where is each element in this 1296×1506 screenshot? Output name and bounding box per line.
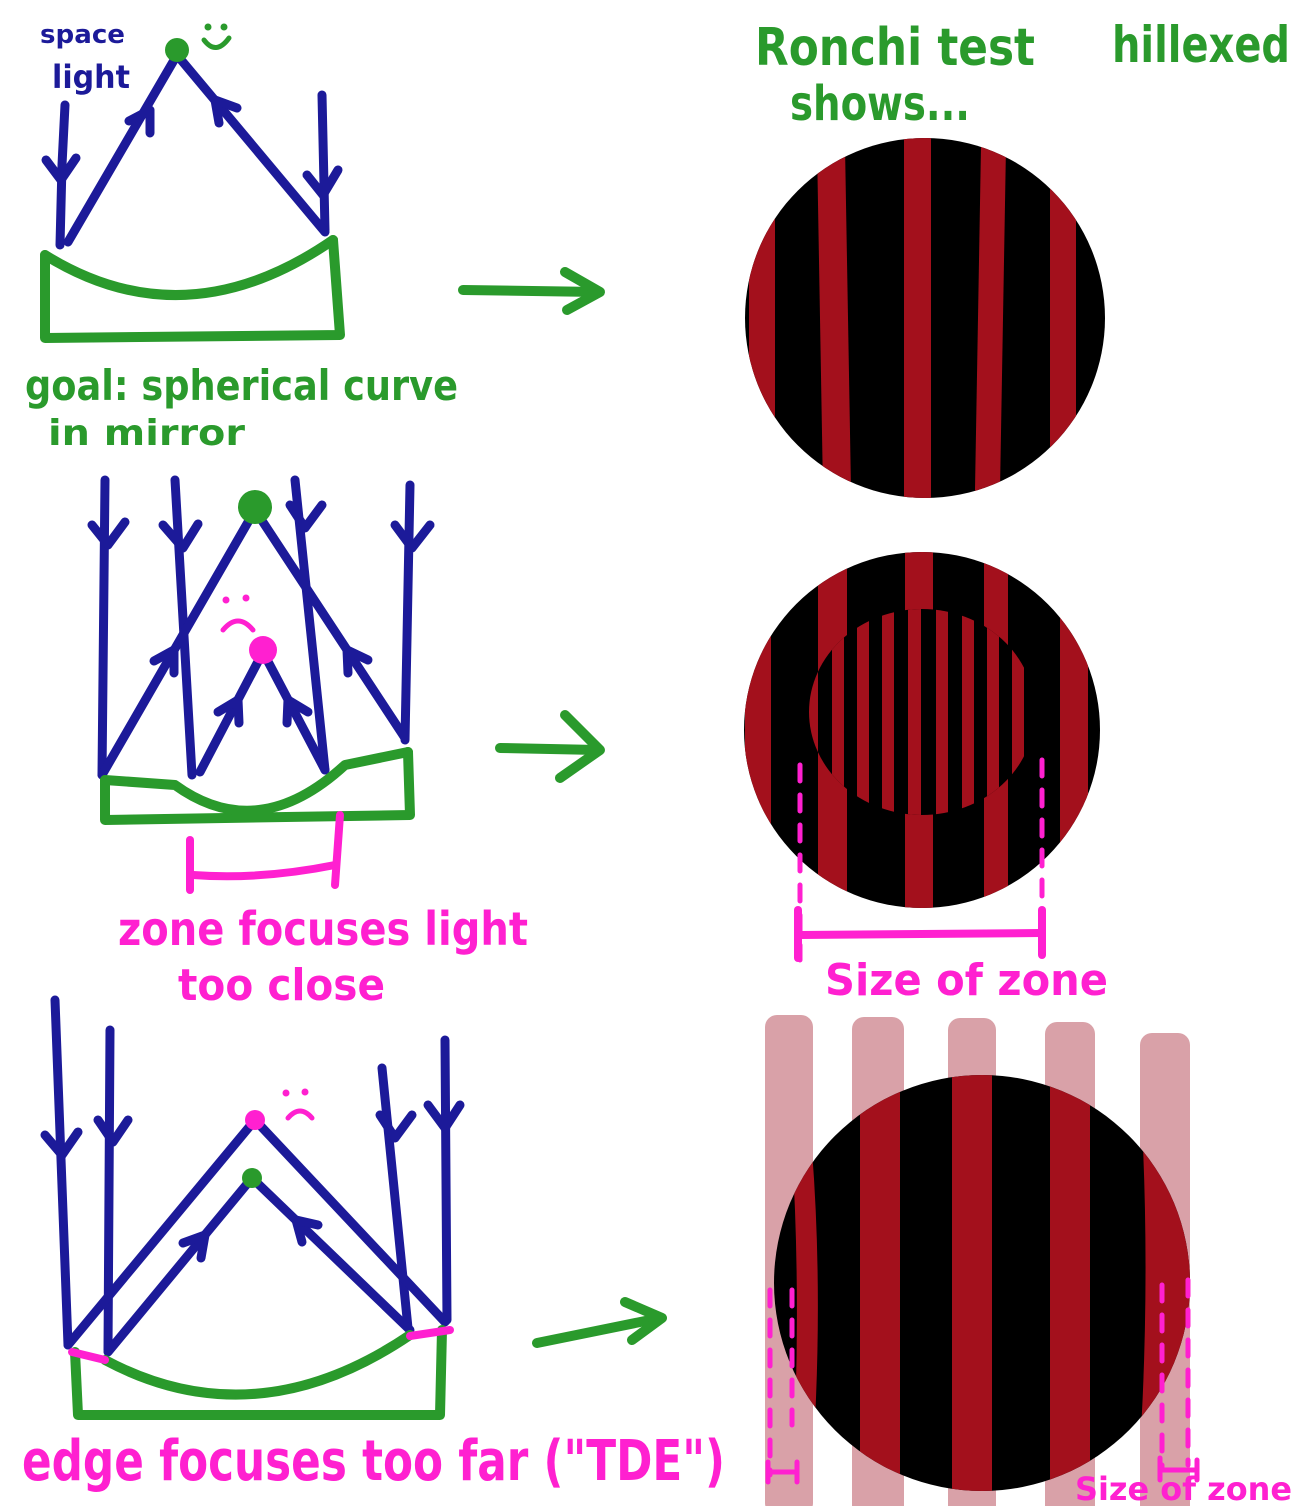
focal-point: [165, 38, 189, 62]
dense-red-stripe: [962, 609, 974, 815]
red-stripe: [952, 1075, 992, 1491]
zone-caption-line2: too close: [178, 960, 385, 1011]
reflected-ray-inner: [103, 1173, 415, 1357]
incoming-ray-right: [317, 90, 330, 235]
mirror-zoned-curve: [100, 747, 413, 816]
dense-red-stripe: [908, 609, 921, 815]
red-stripe: [860, 1075, 900, 1491]
red-stripe: [1060, 552, 1088, 908]
arrowhead-up-icon: [291, 1215, 323, 1247]
correct-focal-point: [238, 490, 272, 524]
arrowhead-down-icon: [93, 1115, 133, 1147]
sad-face-icon: [220, 594, 256, 633]
dense-red-stripe: [857, 609, 869, 815]
label-light: light: [52, 58, 130, 96]
row-1-mirror-diagram: space light goal: spherical curve in mir…: [25, 20, 605, 454]
incoming-ray: [97, 475, 110, 780]
sad-face-icon: [282, 1088, 315, 1121]
zone-size-bracket-right: [1157, 1455, 1200, 1483]
arrowhead-up-icon: [282, 695, 313, 728]
reflected-ray-outer-right: [250, 505, 410, 743]
dense-red-stripe: [987, 609, 999, 815]
dense-red-stripe: [936, 609, 948, 815]
arrow-right-icon: [495, 710, 605, 783]
red-stripe: [904, 138, 931, 498]
arrowhead-down-icon: [41, 153, 81, 185]
dense-red-stripe: [809, 609, 818, 815]
turned-edge-right: [406, 1326, 454, 1340]
zone-focal-point: [249, 636, 277, 664]
arrowhead-up-icon: [342, 645, 373, 678]
arrow-right-icon: [458, 267, 605, 315]
zone-bracket: [186, 811, 344, 894]
zone-size-bracket-left: [765, 1459, 800, 1485]
incoming-ray: [377, 1063, 413, 1333]
arrowhead-down-icon: [158, 519, 203, 553]
incoming-ray-left: [55, 100, 70, 250]
mirror-spherical-curve: [40, 235, 338, 301]
row-3-ronchi-pattern: Size of zone: [765, 1015, 1292, 1506]
goal-caption-line1: goal: spherical curve: [25, 361, 458, 410]
arrowhead-down-icon: [302, 165, 343, 200]
red-stripe: [792, 1150, 818, 1420]
reflected-ray-left: [63, 50, 182, 247]
dense-red-stripe: [832, 609, 844, 815]
arrowhead-up-icon: [213, 695, 244, 728]
incoming-ray: [400, 480, 415, 745]
red-stripe: [745, 552, 771, 908]
arrowhead-up-icon: [178, 1230, 210, 1263]
red-stripe: [1050, 1075, 1090, 1491]
arrowhead-up-icon: [210, 95, 242, 128]
label-space: space: [40, 20, 125, 50]
turned-edge-left: [68, 1348, 109, 1364]
arrowhead-down-icon: [285, 500, 327, 533]
edge-focal-point: [245, 1110, 265, 1130]
mirror-blank: [40, 235, 345, 343]
mirror-curve: [100, 1330, 415, 1400]
zone-caption-line1: zone focuses light: [118, 902, 528, 956]
arrow-right-icon: [532, 1297, 667, 1348]
reflected-ray-outer-left: [97, 505, 260, 780]
ronchi-title: Ronchi test: [755, 18, 1035, 78]
dense-red-stripe: [882, 609, 894, 815]
hillexed-label: hillexed: [1112, 16, 1290, 74]
row-1-ronchi-pattern: Ronchi test hillexed shows...: [745, 16, 1290, 498]
mirror-blank: [70, 1325, 447, 1420]
edge-caption: edge focuses too far ("TDE"): [22, 1429, 725, 1494]
red-stripe: [1050, 138, 1076, 498]
smiley-face-icon: [201, 23, 232, 50]
reflected-ray-inner-left: [195, 647, 268, 777]
shows-label: shows...: [790, 76, 970, 132]
reflected-ray-inner-right: [258, 647, 330, 775]
arrowhead-up-icon: [124, 105, 155, 138]
size-of-zone-label: Size of zone: [825, 955, 1108, 1006]
red-stripe: [974, 138, 1007, 498]
arrowhead-down-icon: [40, 1127, 83, 1160]
mirror-blank: [100, 747, 415, 825]
reflected-ray-right: [172, 50, 330, 237]
zone-size-bracket: [794, 906, 1046, 962]
size-of-zone-label: Size of zone: [1075, 1470, 1292, 1506]
goal-caption-line2: in mirror: [48, 413, 245, 454]
row-2-ronchi-pattern: Size of zone: [744, 552, 1108, 1006]
correct-focal-point: [242, 1168, 262, 1188]
row-3-mirror-diagram: edge focuses too far ("TDE"): [22, 995, 725, 1494]
arrowhead-up-icon: [149, 645, 179, 678]
arrowhead-down-icon: [87, 517, 130, 550]
incoming-ray: [440, 1035, 452, 1325]
red-stripe: [816, 138, 852, 498]
arrowhead-down-icon: [423, 1100, 465, 1133]
arrowhead-down-icon: [390, 520, 435, 553]
incoming-ray: [50, 995, 73, 1350]
arrowhead-down-icon: [375, 1110, 417, 1143]
row-2-mirror-diagram: zone focuses light too close: [87, 475, 605, 1011]
red-stripe: [749, 138, 775, 498]
